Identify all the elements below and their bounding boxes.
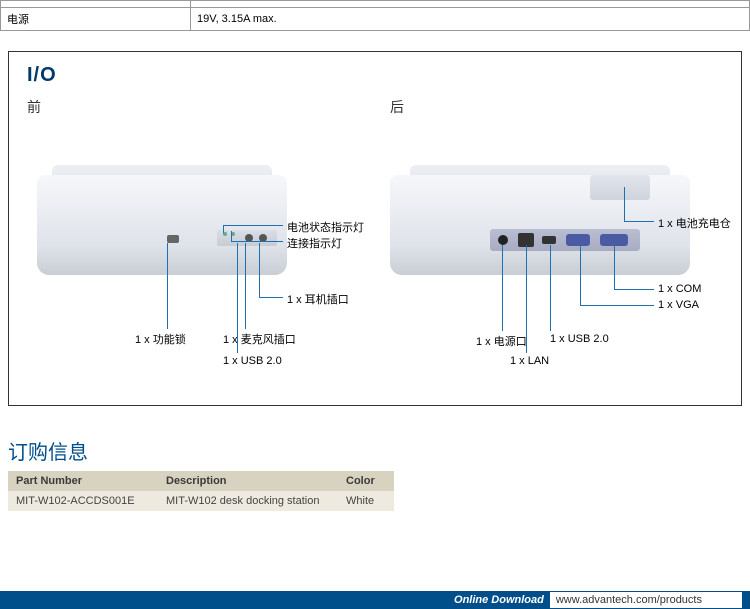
spec-row1-label	[1, 1, 191, 8]
ordering-color: White	[338, 491, 394, 511]
io-back-label: 后	[390, 97, 723, 117]
ordering-part: MIT-W102-ACCDS001E	[8, 491, 158, 511]
spec-row2-label: 电源	[1, 8, 191, 31]
spec-row2-value: 19V, 3.15A max.	[191, 8, 750, 31]
io-back-view: 后 1	[390, 97, 723, 375]
footer-url[interactable]: www.advantech.com/products	[550, 592, 742, 608]
ordering-title: 订购信息	[8, 436, 750, 465]
ordering-header-part: Part Number	[8, 471, 158, 491]
spec-row1-value	[191, 1, 750, 8]
ordering-header-desc: Description	[158, 471, 338, 491]
dock-front-illustration	[37, 165, 287, 275]
io-title: I/O	[27, 64, 723, 87]
io-front-view: 前 电池状态指示灯	[27, 97, 360, 375]
ordering-header-color: Color	[338, 471, 394, 491]
dock-back-illustration	[390, 165, 690, 275]
spec-table-fragment: 电源 19V, 3.15A max.	[0, 0, 750, 31]
ordering-desc: MIT-W102 desk docking station	[158, 491, 338, 511]
io-panel: I/O 前	[8, 51, 742, 406]
footer-label: Online Download	[448, 594, 550, 606]
io-front-label: 前	[27, 97, 360, 117]
ordering-row: MIT-W102-ACCDS001E MIT-W102 desk docking…	[8, 491, 394, 511]
ordering-table: Part Number Description Color MIT-W102-A…	[8, 471, 394, 511]
footer-bar: Online Download www.advantech.com/produc…	[0, 591, 750, 609]
